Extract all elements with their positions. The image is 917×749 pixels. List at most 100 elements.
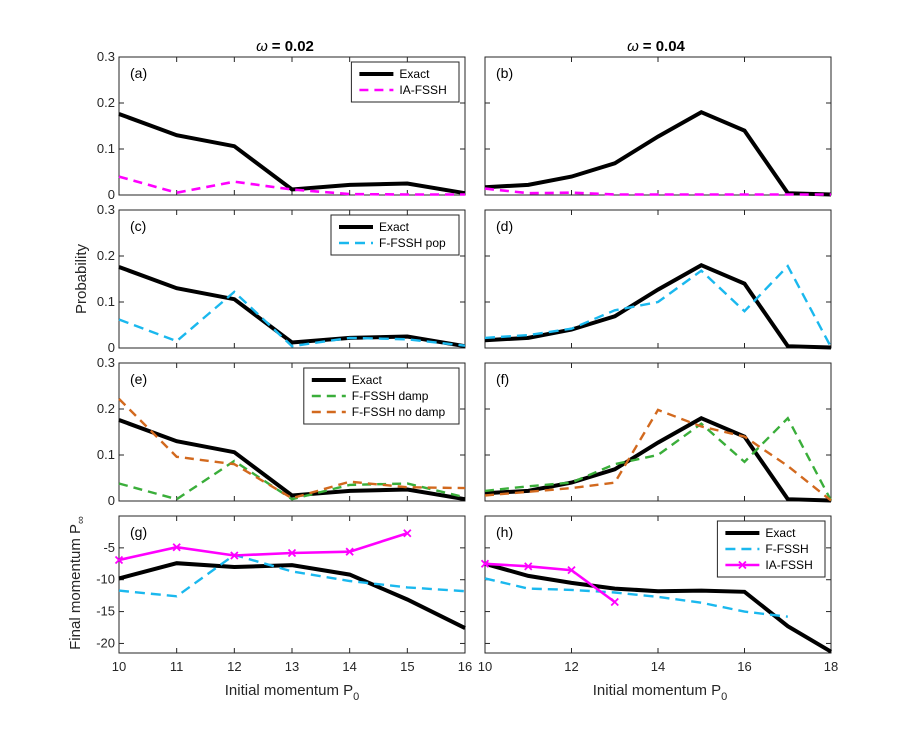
- series-line-f-fssh-no-damp: [118, 398, 466, 500]
- y-tick-label: 0.3: [97, 202, 115, 217]
- x-tick-label: 12: [227, 659, 241, 674]
- series-line-f-fssh-pop: [484, 264, 833, 348]
- y-tick-label: -10: [96, 572, 115, 587]
- series-line-f-fssh-damp: [484, 416, 833, 502]
- series-point-marker: [114, 555, 124, 565]
- axes-box: [118, 515, 466, 654]
- series-line-exact: [484, 262, 832, 350]
- legend-label: Exact: [379, 220, 410, 234]
- legend-label: F-FSSH damp: [352, 389, 429, 403]
- y-axis-label-final-momentum: Final momentum P∞: [67, 516, 87, 650]
- x-tick-label: 16: [458, 659, 472, 674]
- panel-a: 0 0.1 0.2 0.3 (a) Exact IA-FSSH: [97, 49, 466, 202]
- x-tick-label: 10: [112, 659, 126, 674]
- legend: Exact F-FSSH IA-FSSH: [716, 520, 826, 578]
- axes-box: [484, 209, 832, 349]
- legend-label: Exact: [399, 67, 430, 81]
- series-point-marker: [345, 547, 354, 556]
- series-line-exact: [118, 561, 466, 630]
- series-line-ia-fssh: [484, 562, 616, 604]
- y-tick-label: 0.2: [97, 401, 115, 416]
- series-point-marker: [172, 543, 181, 552]
- y-tick-label: 0.1: [97, 294, 115, 309]
- x-tick-label: 18: [824, 659, 838, 674]
- column-title-value: = 0.02: [272, 38, 314, 55]
- series-point-marker: [403, 529, 412, 538]
- x-tick-label: 15: [400, 659, 414, 674]
- series-line-exact: [484, 415, 832, 503]
- legend-label: F-FSSH: [765, 542, 808, 556]
- panels: 0 0.1 0.2 0.3 (a) Exact IA-FSSH (b) 0 0.1 0.2 0.3 (c…: [96, 49, 838, 674]
- series-line-f-fssh-no-damp: [484, 408, 832, 502]
- series-point-marker: [230, 551, 239, 560]
- y-tick-label: -5: [103, 540, 115, 555]
- panel-b: (b): [484, 56, 832, 197]
- series-point-marker: [287, 548, 297, 558]
- legend-label: Exact: [765, 526, 796, 540]
- panel-tag: (d): [496, 218, 513, 234]
- omega-symbol: ω: [627, 38, 639, 55]
- x-tick-label: 11: [170, 659, 184, 674]
- legend-box: [350, 61, 460, 103]
- legend: Exact F-FSSH damp F-FSSH no damp: [303, 367, 460, 425]
- x-label-subscript: 0: [721, 691, 727, 703]
- x-tick-label: 10: [478, 659, 492, 674]
- series-line-f-fssh-pop: [118, 290, 466, 348]
- y-tick-label: 0.3: [97, 355, 115, 370]
- y-tick-label: 0.3: [97, 49, 115, 64]
- series-line-ia-fssh: [118, 175, 465, 196]
- y-tick-label: 0.2: [97, 95, 115, 110]
- series-line-f-fssh: [484, 577, 788, 618]
- series-point-marker: [524, 562, 533, 571]
- x-tick-label: 14: [342, 659, 356, 674]
- y-axis-label-probability: Probability: [73, 243, 90, 314]
- y-tick-label: 0: [108, 340, 115, 355]
- y-tick-label: 0: [108, 493, 115, 508]
- axes-box: [484, 56, 832, 196]
- y-label-subscript: ∞: [75, 516, 87, 524]
- y-tick-label: 0: [108, 187, 115, 202]
- panel-tag: (h): [496, 524, 513, 540]
- series-line-exact: [118, 265, 466, 349]
- x-tick-label: 14: [651, 659, 665, 674]
- x-axis-label-left: Initial momentum P0: [225, 682, 360, 703]
- panel-f: (f): [484, 362, 833, 503]
- omega-symbol: ω: [256, 38, 268, 55]
- series-line-exact: [118, 112, 466, 196]
- y-tick-label: 0.1: [97, 447, 115, 462]
- x-label-main: Initial momentum P: [225, 682, 353, 699]
- column-title-value: = 0.04: [643, 38, 686, 55]
- panel-d: (d): [484, 209, 833, 350]
- series-line-f-fssh: [118, 553, 466, 598]
- legend-label: F-FSSH pop: [379, 236, 446, 250]
- series-line-f-fssh-damp: [118, 459, 466, 501]
- panel-tag: (f): [496, 371, 509, 387]
- legend: Exact IA-FSSH: [350, 61, 460, 103]
- y-tick-label: -15: [96, 604, 115, 619]
- series-line-ia-fssh: [118, 531, 408, 562]
- panel-tag: (c): [130, 218, 146, 234]
- y-tick-label: 0.1: [97, 141, 115, 156]
- series-point-marker: [480, 559, 490, 568]
- axes-box: [484, 362, 832, 502]
- series-line-ia-fssh: [484, 187, 831, 196]
- x-label-subscript: 0: [353, 691, 359, 703]
- column-title-left: ω = 0.02: [256, 38, 314, 55]
- panel-tag: (e): [130, 371, 147, 387]
- series-point-marker: [567, 566, 576, 575]
- y-tick-label: -20: [96, 635, 115, 650]
- legend-label: F-FSSH no damp: [352, 405, 446, 419]
- panel-tag: (g): [130, 524, 147, 540]
- x-axis-label-right: Initial momentum P0: [593, 682, 728, 703]
- panel-tag: (b): [496, 65, 513, 81]
- panel-c: 0 0.1 0.2 0.3 (c) Exact F-FSSH pop: [97, 202, 466, 355]
- legend-swatch-marker: [738, 560, 747, 570]
- series-line-exact: [484, 109, 832, 197]
- panel-g: -5 -10 -15 -20 10 11 12 13 14 15 16 (g): [96, 515, 472, 674]
- series-line-exact: [118, 418, 466, 502]
- panel-e: 0 0.1 0.2 0.3 (e) Exact F-FSSH damp F-FSSH no d…: [97, 355, 466, 508]
- series-point-marker: [610, 597, 619, 607]
- legend: Exact F-FSSH pop: [330, 214, 460, 256]
- panel-tag: (a): [130, 65, 147, 81]
